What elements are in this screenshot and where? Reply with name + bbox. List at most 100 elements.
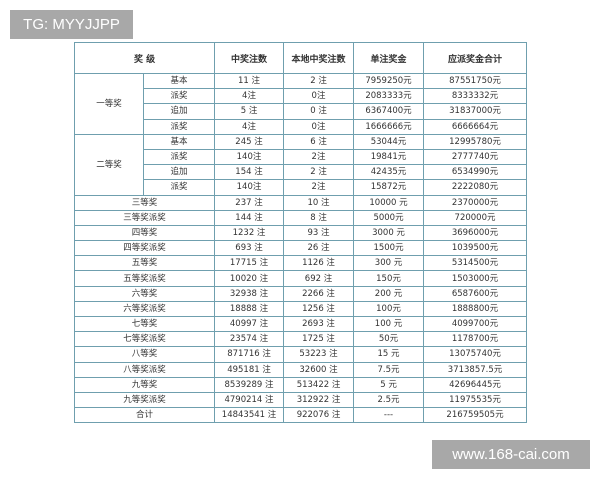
unit-prize-cell: 42435元 [353,164,425,181]
winning-bets-cell: 10020 注 [214,270,285,287]
prize-level-cell: 八等奖 [73,346,216,363]
prize-subtype-cell: 基本 [142,72,216,90]
table-row: 八等奖 871716 注 53223 注 15 元 13075740元 [73,346,528,363]
unit-prize-cell: 7.5元 [353,361,425,378]
unit-prize-cell: 15 元 [353,346,425,363]
local-winning-bets-cell: 2 注 [283,164,355,181]
prize-level-cell: 一等奖 [74,73,144,135]
local-winning-bets-cell: 513422 注 [283,376,355,393]
local-winning-bets-cell: 8 注 [283,209,355,226]
prize-subtype-cell: 基本 [142,133,216,150]
local-winning-bets-cell: 0注 [283,118,355,135]
local-winning-bets-cell: 53223 注 [283,346,355,363]
unit-prize-cell: 200 元 [353,285,425,302]
winning-bets-cell: 40997 注 [214,315,285,333]
total-prize-cell: 3713857.5元 [423,361,528,378]
winning-bets-cell: 17715 注 [214,255,285,272]
table-row: 四等奖派奖 693 注 26 注 1500元 1039500元 [73,240,528,257]
winning-bets-cell: 4注 [214,118,285,135]
unit-prize-cell: 5000元 [353,209,425,226]
total-prize-cell: 42696445元 [423,376,528,393]
total-prize-cell: 1039500元 [423,240,528,257]
total-prize-cell: 6534990元 [423,164,528,181]
prize-level-cell: 合计 [73,407,216,424]
total-prize-cell: 3696000元 [423,224,528,242]
table-row: 派奖 140注 2注 19841元 2777740元 [75,148,528,166]
winning-bets-cell: 693 注 [214,240,285,257]
total-prize-cell: 31837000元 [423,103,528,120]
unit-prize-cell: 300 元 [353,255,425,272]
total-prize-cell: 4099700元 [423,315,528,333]
winning-bets-cell: 8539289 注 [214,376,285,393]
total-prize-cell: 2370000元 [423,194,528,211]
local-winning-bets-cell: 2266 注 [283,285,355,302]
prize-level-cell: 九等奖派奖 [73,391,216,409]
total-prize-cell: 5314500元 [423,255,528,272]
winning-bets-cell: 14843541 注 [214,407,285,424]
prize-level-cell: 六等奖派奖 [73,300,216,318]
total-prize-cell: 216759505元 [423,407,528,424]
unit-prize-cell: 1500元 [353,240,425,257]
header-local-winning-bets: 本地中奖注数 [283,42,355,74]
prize-subtype-cell: 追加 [142,164,216,181]
local-winning-bets-cell: 2注 [283,179,355,196]
prize-level-cell: 三等奖派奖 [73,209,216,226]
winning-bets-cell: 5 注 [214,103,285,120]
winning-bets-cell: 237 注 [214,194,285,211]
unit-prize-cell: 6367400元 [353,103,425,120]
table-row: 三等奖 237 注 10 注 10000 元 2370000元 [73,194,528,211]
winning-bets-cell: 11 注 [214,72,285,90]
prize-level-cell: 四等奖派奖 [73,240,216,257]
local-winning-bets-cell: 2693 注 [283,315,355,333]
table-row: 五等奖派奖 10020 注 692 注 150元 1503000元 [73,270,528,287]
winning-bets-cell: 4注 [214,88,285,105]
winning-bets-cell: 154 注 [214,164,285,181]
header-winning-bets: 中奖注数 [214,42,285,74]
total-row: 合计 14843541 注 922076 注 --- 216759505元 [73,407,528,424]
winning-bets-cell: 1232 注 [214,224,285,242]
unit-prize-cell: 100元 [353,300,425,318]
unit-prize-cell: 15872元 [353,179,425,196]
unit-prize-cell: 53044元 [353,133,425,150]
unit-prize-cell: --- [353,407,425,424]
header-unit-prize: 单注奖金 [353,42,425,74]
prize-level-cell: 八等奖派奖 [73,361,216,378]
total-prize-cell: 1503000元 [423,270,528,287]
header-row: 奖 级 中奖注数 本地中奖注数 单注奖金 应派奖金合计 [73,42,528,74]
total-prize-cell: 8333332元 [423,88,528,105]
table-row: 七等奖派奖 23574 注 1725 注 50元 1178700元 [73,331,528,348]
unit-prize-cell: 1666666元 [353,118,425,135]
local-winning-bets-cell: 922076 注 [283,407,355,424]
winning-bets-cell: 871716 注 [214,346,285,363]
unit-prize-cell: 2083333元 [353,88,425,105]
local-winning-bets-cell: 2 注 [283,72,355,90]
total-prize-cell: 13075740元 [423,346,528,363]
local-winning-bets-cell: 10 注 [283,194,355,211]
watermark-telegram: TG: MYYJJPP [10,10,133,39]
winning-bets-cell: 495181 注 [214,361,285,378]
winning-bets-cell: 140注 [214,148,285,166]
table-row: 派奖 4注 0注 2083333元 8333332元 [75,88,528,105]
table-row: 八等奖派奖 495181 注 32600 注 7.5元 3713857.5元 [73,361,528,378]
local-winning-bets-cell: 312922 注 [283,391,355,409]
local-winning-bets-cell: 32600 注 [283,361,355,378]
local-winning-bets-cell: 692 注 [283,270,355,287]
local-winning-bets-cell: 0注 [283,88,355,105]
unit-prize-cell: 150元 [353,270,425,287]
watermark-website: www.168-cai.com [432,440,590,469]
total-prize-cell: 6587600元 [423,285,528,302]
unit-prize-cell: 50元 [353,331,425,348]
prize-subtype-cell: 派奖 [142,118,216,135]
winning-bets-cell: 140注 [214,179,285,196]
unit-prize-cell: 7959250元 [353,72,425,90]
unit-prize-cell: 100 元 [353,315,425,333]
winning-bets-cell: 23574 注 [214,331,285,348]
local-winning-bets-cell: 0 注 [283,103,355,120]
table-row: 六等奖 32938 注 2266 注 200 元 6587600元 [73,285,528,302]
unit-prize-cell: 5 元 [353,376,425,393]
table-row: 四等奖 1232 注 93 注 3000 元 3696000元 [73,224,528,242]
